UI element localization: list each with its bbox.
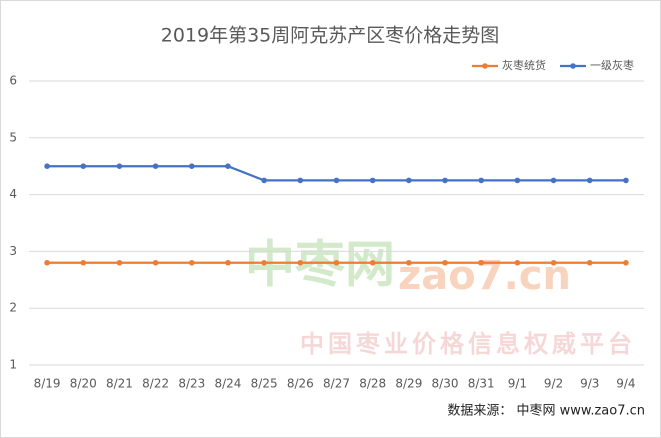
data-point — [369, 177, 376, 184]
x-tick-label: 8/20 — [70, 377, 97, 391]
watermark-logo: 中枣网 — [245, 236, 395, 294]
x-tick-label: 8/23 — [178, 377, 205, 391]
data-point — [297, 177, 304, 184]
x-tick-label: 8/30 — [432, 377, 459, 391]
data-point — [261, 259, 267, 266]
data-point — [550, 177, 557, 184]
data-point — [333, 259, 340, 266]
data-point — [478, 177, 485, 184]
x-tick-label: 8/29 — [395, 377, 422, 391]
x-tick-label: 8/24 — [214, 377, 241, 391]
data-point — [44, 259, 50, 266]
data-point — [116, 163, 123, 169]
x-tick-label: 8/19 — [34, 377, 61, 391]
data-point — [261, 177, 267, 184]
y-tick-label: 6 — [9, 74, 17, 88]
data-point — [333, 177, 340, 184]
legend-marker — [570, 63, 576, 69]
x-tick-label: 8/28 — [359, 377, 386, 391]
x-tick-label: 9/4 — [616, 377, 635, 391]
y-tick-label: 2 — [9, 301, 17, 315]
source-note: 数据来源： 中枣网 www.zao7.cn — [447, 404, 645, 419]
data-point — [442, 259, 448, 266]
watermark-slogan: 中国枣业价格信息权威平台 — [300, 330, 636, 358]
x-tick-label: 8/26 — [287, 377, 314, 391]
data-point — [225, 163, 231, 169]
y-tick-label: 1 — [9, 358, 17, 372]
x-tick-label: 8/31 — [468, 377, 495, 391]
data-point — [80, 259, 87, 266]
data-point — [514, 177, 521, 184]
x-tick-label: 8/25 — [251, 377, 278, 391]
data-point — [188, 259, 195, 266]
x-tick-label: 8/27 — [323, 377, 350, 391]
x-tick-label: 8/22 — [142, 377, 169, 391]
data-point — [514, 259, 521, 266]
chart-title: 2019年第35周阿克苏产区枣价格走势图 — [161, 25, 500, 47]
legend-label: 灰枣统货 — [502, 58, 546, 72]
data-point — [623, 177, 629, 184]
legend-marker — [482, 63, 488, 69]
x-tick-label: 9/1 — [508, 377, 527, 391]
data-point — [442, 177, 448, 184]
data-point — [586, 259, 593, 266]
data-point — [188, 163, 195, 169]
data-point — [225, 259, 231, 266]
y-tick-label: 4 — [9, 187, 17, 201]
data-point — [550, 259, 557, 266]
data-point — [116, 259, 123, 266]
data-point — [478, 259, 485, 266]
data-point — [297, 259, 304, 266]
watermark-domain: zao7.cn — [398, 253, 571, 299]
data-point — [152, 259, 159, 266]
data-point — [586, 177, 593, 184]
data-point — [406, 177, 412, 184]
x-tick-label: 9/3 — [580, 377, 599, 391]
data-point — [406, 259, 412, 266]
x-tick-label: 8/21 — [106, 377, 133, 391]
data-point — [152, 163, 159, 169]
y-tick-label: 3 — [9, 244, 17, 258]
x-tick-label: 9/2 — [544, 377, 563, 391]
data-point — [369, 259, 376, 266]
data-point — [623, 259, 629, 266]
data-point — [80, 163, 87, 169]
data-point — [44, 163, 50, 169]
y-tick-label: 5 — [9, 130, 17, 144]
legend-label: 一级灰枣 — [590, 58, 634, 72]
